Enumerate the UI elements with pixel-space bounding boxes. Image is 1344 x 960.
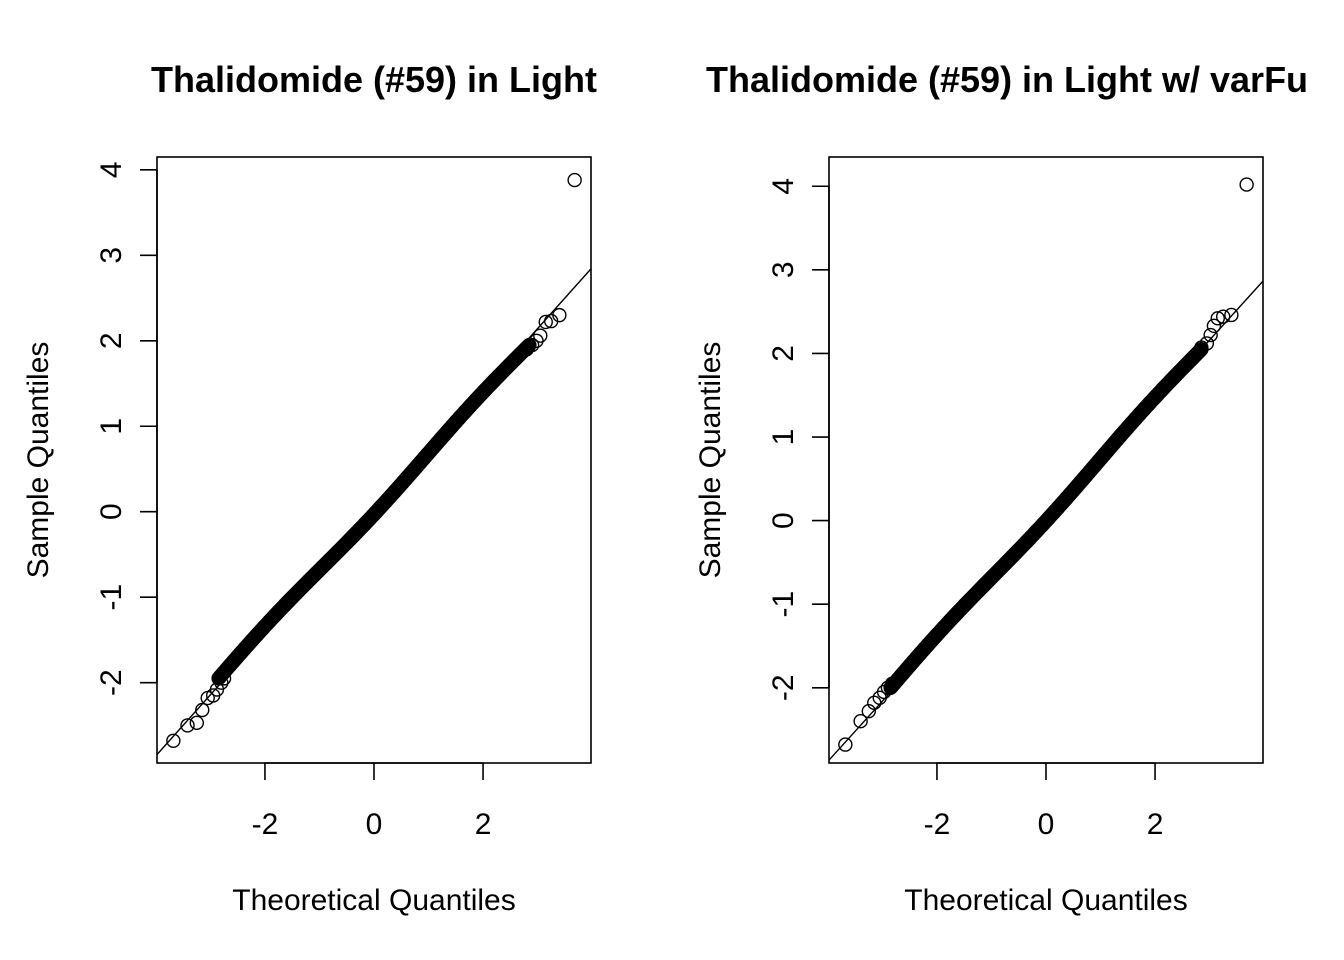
x-tick-label: 2: [475, 808, 492, 841]
y-tick-label: 2: [95, 332, 128, 349]
qq-panel-left: Thalidomide (#59) in Light Theoretical Q…: [22, 59, 646, 917]
y-axis-label: Sample Quantiles: [694, 342, 727, 579]
data-point: [1240, 178, 1253, 191]
data-points: [839, 178, 1253, 751]
y-tick-label: 3: [95, 247, 128, 264]
x-axis-label: Theoretical Quantiles: [904, 884, 1187, 917]
x-tick-label: 2: [1147, 808, 1164, 841]
y-axis-label: Sample Quantiles: [22, 342, 55, 579]
data-point: [568, 174, 581, 187]
y-tick-label: 0: [767, 512, 800, 529]
y-tick-label: 4: [767, 178, 800, 195]
y-tick-label: 4: [95, 161, 128, 178]
y-tick-label: 3: [767, 261, 800, 278]
y-tick-label: 1: [95, 418, 128, 435]
chart-title: Thalidomide (#59) in Light w/ varFu: [706, 59, 1308, 100]
chart-title: Thalidomide (#59) in Light: [151, 59, 597, 100]
x-tick-label: 0: [1038, 808, 1055, 841]
x-tick-label: -2: [252, 808, 279, 841]
y-tick-label: -1: [95, 584, 128, 611]
data-points: [167, 174, 581, 748]
y-tick-label: 0: [95, 503, 128, 520]
x-tick-label: -2: [924, 808, 951, 841]
y-tick-label: -2: [95, 669, 128, 696]
data-point: [839, 738, 852, 751]
x-tick-label: 0: [366, 808, 383, 841]
qq-panel-right: Thalidomide (#59) in Light w/ varFu Theo…: [694, 59, 1318, 917]
y-tick-label: 2: [767, 345, 800, 362]
plot-frame: [829, 157, 1263, 763]
y-tick-label: -1: [767, 591, 800, 618]
data-point: [190, 716, 203, 729]
y-tick-label: -2: [767, 674, 800, 701]
x-axis-label: Theoretical Quantiles: [232, 884, 515, 917]
y-tick-label: 1: [767, 429, 800, 446]
